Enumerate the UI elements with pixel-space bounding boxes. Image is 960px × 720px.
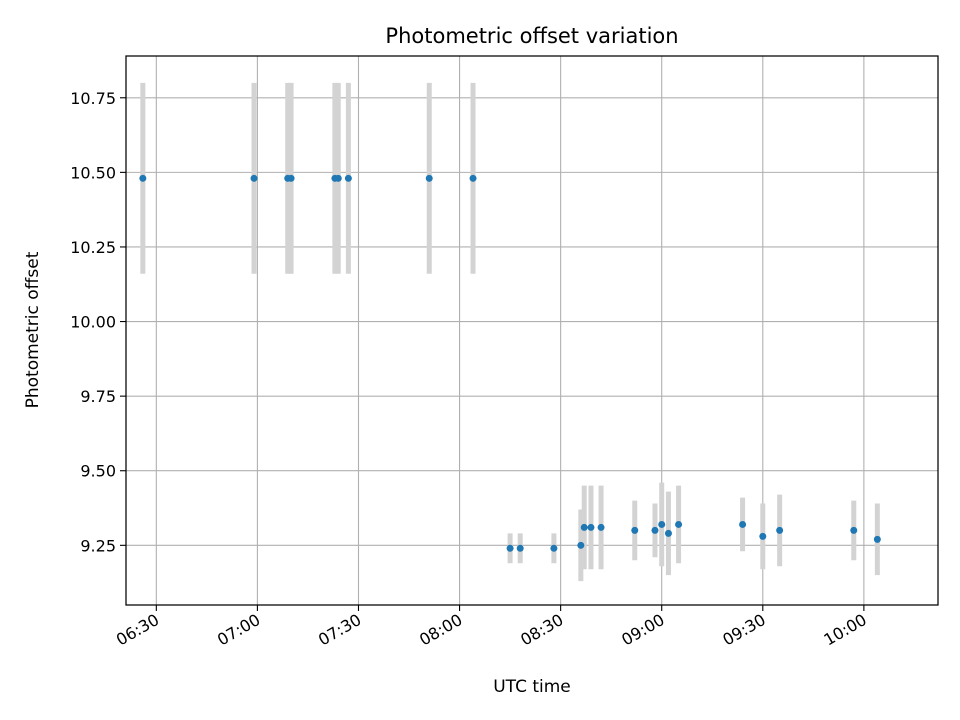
data-point <box>597 523 605 531</box>
data-point <box>759 532 767 540</box>
data-point <box>334 174 342 182</box>
x-axis-ticks: 06:30 07:00 07:30 08:00 08:30 09:00 09:30 10:00 <box>113 605 870 650</box>
data-point <box>469 174 477 182</box>
x-tick-label: 07:00 <box>214 610 263 650</box>
error-bars <box>140 82 880 582</box>
data-point <box>739 520 747 528</box>
y-tick-label: 10.50 <box>70 163 116 182</box>
data-point <box>250 174 258 182</box>
data-point <box>506 544 514 552</box>
data-point <box>577 541 585 549</box>
data-point <box>873 535 881 543</box>
x-tick-label: 10:00 <box>820 610 869 650</box>
grid <box>126 56 938 605</box>
x-tick-label: 08:00 <box>416 610 465 650</box>
data-point <box>651 526 659 534</box>
data-point <box>344 174 352 182</box>
data-point <box>658 520 666 528</box>
y-axis-label: Photometric offset <box>23 251 43 408</box>
data-point <box>287 174 295 182</box>
data-point <box>675 520 683 528</box>
x-tick-label: 08:30 <box>517 610 566 650</box>
data-points <box>139 174 881 552</box>
data-point <box>425 174 433 182</box>
data-point <box>139 174 147 182</box>
data-point <box>631 526 639 534</box>
data-point <box>587 523 595 531</box>
y-tick-label: 9.25 <box>80 536 116 555</box>
y-tick-label: 10.25 <box>70 238 116 257</box>
x-axis-label: UTC time <box>493 677 571 697</box>
data-point <box>776 526 784 534</box>
y-tick-label: 9.50 <box>80 462 116 481</box>
data-point <box>516 544 524 552</box>
data-point <box>550 544 558 552</box>
x-tick-label: 07:30 <box>315 610 364 650</box>
data-point <box>580 523 588 531</box>
x-tick-label: 09:30 <box>719 610 768 650</box>
y-tick-label: 10.00 <box>70 313 116 332</box>
y-tick-label: 10.75 <box>70 89 116 108</box>
y-tick-label: 9.75 <box>80 387 116 406</box>
x-tick-label: 09:00 <box>618 610 667 650</box>
plot-frame <box>125 55 939 606</box>
y-axis-ticks: 10.75 10.50 10.25 10.00 9.75 9.50 9.25 <box>70 89 126 555</box>
x-tick-label: 06:30 <box>113 610 162 650</box>
data-point <box>850 526 858 534</box>
chart-title: Photometric offset variation <box>385 24 678 48</box>
data-point <box>664 529 672 537</box>
